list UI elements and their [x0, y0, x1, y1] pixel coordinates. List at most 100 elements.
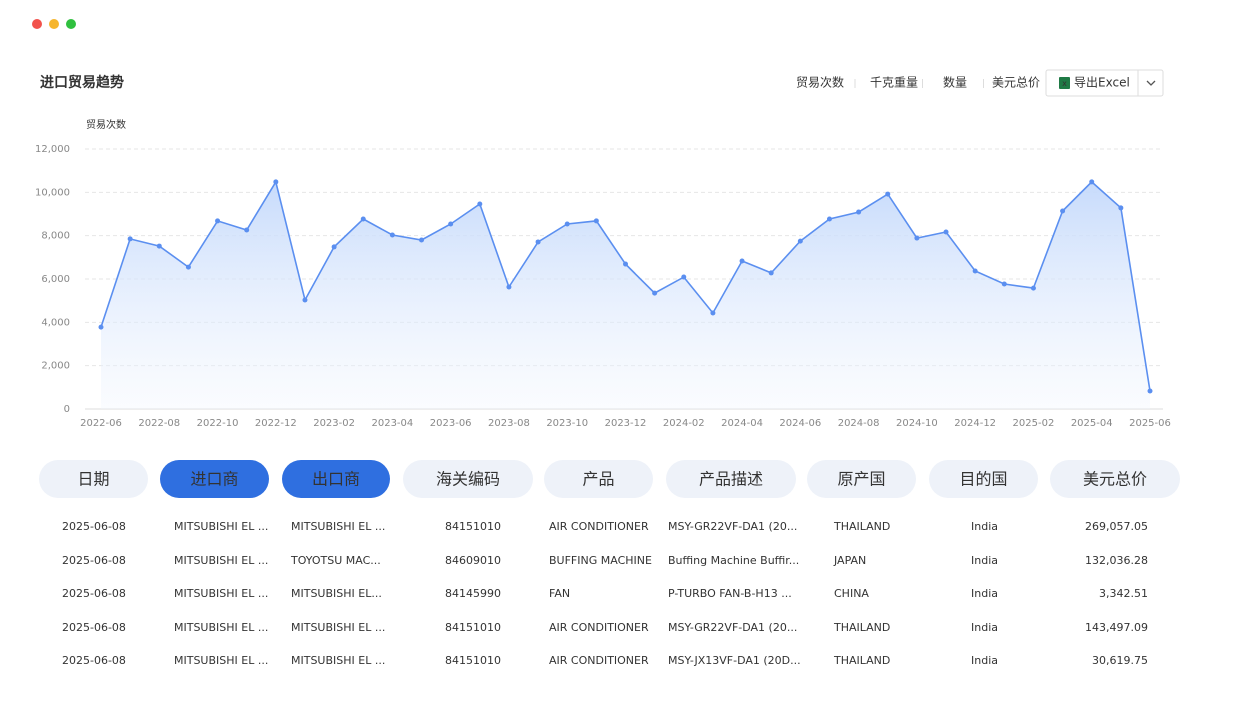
table-link[interactable]: FAN — [549, 587, 570, 600]
export-button[interactable] — [1045, 69, 1164, 97]
column-header: 原产国 — [837, 470, 885, 489]
window-minimize[interactable] — [49, 19, 59, 29]
column-header: 日期 — [77, 470, 109, 489]
data-point — [360, 216, 366, 222]
column-header: 进口商 — [190, 470, 238, 489]
table-cell: India — [971, 654, 998, 667]
table-link[interactable]: AIR CONDITIONER — [549, 621, 649, 634]
column-header: 产品描述 — [699, 470, 763, 489]
table-link[interactable]: AIR CONDITIONER — [549, 520, 649, 533]
table-link[interactable]: TOYOTSU MAC... — [290, 554, 381, 567]
x-tick-label: 2025-04 — [1071, 418, 1113, 429]
table-link[interactable]: MITSUBISHI EL ... — [174, 520, 268, 533]
table-link[interactable]: MITSUBISHI EL... — [291, 587, 382, 600]
table-link[interactable]: MITSUBISHI EL ... — [174, 654, 268, 667]
table-cell: THAILAND — [833, 621, 890, 634]
x-tick-label: 2024-06 — [779, 418, 821, 429]
data-point — [593, 218, 599, 224]
data-point — [244, 227, 250, 233]
data-point — [1060, 208, 1066, 214]
y-tick-label: 6,000 — [41, 274, 70, 285]
table-cell: 84151010 — [445, 520, 501, 533]
table-link[interactable]: MITSUBISHI EL ... — [174, 587, 268, 600]
excel-icon-letter: x — [1062, 79, 1067, 88]
table-link[interactable]: BUFFING MACHINE — [549, 554, 652, 567]
table-cell: CHINA — [834, 587, 869, 600]
data-point — [185, 264, 191, 270]
column-header: 海关编码 — [436, 470, 500, 489]
table-cell: 84609010 — [445, 554, 501, 567]
column-filter-pill[interactable] — [807, 460, 916, 498]
section-title: 进口贸易趋势 — [40, 74, 124, 91]
data-point — [273, 179, 279, 185]
table-link[interactable]: MITSUBISHI EL ... — [291, 654, 385, 667]
column-filter-pill[interactable] — [544, 460, 653, 498]
x-tick-label: 2023-10 — [546, 418, 588, 429]
data-point — [564, 221, 570, 227]
window-maximize[interactable] — [66, 19, 76, 29]
column-filter-pill[interactable] — [1050, 460, 1180, 498]
column-filter-pill[interactable] — [160, 460, 269, 498]
data-point — [1118, 205, 1124, 211]
table-cell: 30,619.75 — [1092, 654, 1148, 667]
table-cell: 84145990 — [445, 587, 501, 600]
x-tick-label: 2025-02 — [1013, 418, 1055, 429]
table-cell: MSY-GR22VF-DA1 (20... — [668, 621, 797, 634]
column-header: 产品 — [582, 470, 614, 489]
table-link[interactable]: MITSUBISHI EL ... — [291, 520, 385, 533]
metric-tab[interactable]: 贸易次数 — [796, 75, 844, 90]
column-filter-pill[interactable] — [282, 460, 390, 498]
x-tick-label: 2024-08 — [838, 418, 880, 429]
y-tick-label: 2,000 — [41, 361, 70, 372]
x-tick-label: 2023-06 — [430, 418, 472, 429]
data-point — [389, 232, 395, 238]
table-link[interactable]: AIR CONDITIONER — [549, 654, 649, 667]
table-cell: 2025-06-08 — [62, 554, 126, 567]
column-filter-pill[interactable] — [666, 460, 796, 498]
data-point — [302, 297, 308, 303]
data-point — [1089, 179, 1095, 185]
data-point — [972, 268, 978, 274]
table-cell: MSY-JX13VF-DA1 (20D... — [668, 654, 801, 667]
table-cell: 132,036.28 — [1085, 554, 1148, 567]
column-filter-pill[interactable] — [39, 460, 148, 498]
table-link[interactable]: MITSUBISHI EL ... — [291, 621, 385, 634]
column-header: 美元总价 — [1083, 470, 1147, 489]
data-point — [156, 243, 162, 249]
data-point — [1147, 388, 1153, 394]
table-cell: JAPAN — [833, 554, 866, 567]
metric-tab[interactable]: 美元总价 — [992, 76, 1040, 90]
y-tick-label: 12,000 — [35, 144, 70, 155]
window-close[interactable] — [32, 19, 42, 29]
area-fill — [101, 181, 1150, 409]
x-tick-label: 2023-12 — [605, 418, 647, 429]
table-cell: P-TURBO FAN-B-H13 ... — [668, 587, 792, 600]
data-point — [1001, 281, 1007, 287]
table-cell: 2025-06-08 — [62, 587, 126, 600]
column-header: 目的国 — [959, 470, 1007, 489]
table-cell: Buffing Machine Buffir... — [668, 554, 799, 567]
data-point — [856, 209, 862, 215]
column-filter-pill[interactable] — [403, 460, 533, 498]
x-tick-label: 2023-02 — [313, 418, 355, 429]
x-tick-label: 2023-04 — [371, 418, 413, 429]
table-link[interactable]: MITSUBISHI EL ... — [174, 554, 268, 567]
data-point — [681, 274, 687, 280]
data-point — [797, 238, 803, 244]
table-cell: 84151010 — [445, 621, 501, 634]
data-point — [215, 218, 221, 224]
x-tick-label: 2022-06 — [80, 418, 122, 429]
metric-tab[interactable]: 数量 — [943, 75, 967, 90]
data-point — [652, 290, 658, 296]
metric-tab[interactable]: 千克重量 — [870, 76, 918, 90]
table-cell: India — [971, 520, 998, 533]
table-link[interactable]: MITSUBISHI EL ... — [174, 621, 268, 634]
y-tick-label: 8,000 — [41, 231, 70, 242]
table-cell: 84151010 — [445, 654, 501, 667]
column-filter-pill[interactable] — [929, 460, 1038, 498]
x-tick-label: 2024-04 — [721, 418, 763, 429]
table-cell: 269,057.05 — [1085, 520, 1148, 533]
data-point — [943, 229, 949, 235]
x-tick-label: 2024-10 — [896, 418, 938, 429]
dropdown-chevron[interactable] — [1146, 80, 1156, 86]
